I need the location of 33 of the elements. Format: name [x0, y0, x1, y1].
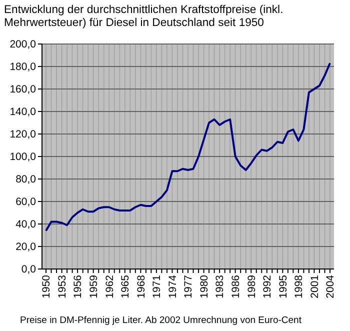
x-tick-label: 1989	[246, 274, 258, 298]
x-tick-label: 1992	[262, 274, 274, 298]
x-tick-label: 1995	[277, 274, 290, 298]
text: Preise in DM-Pfennig je Liter. Ab 2002 Umrechnung von Euro-Cent	[20, 315, 302, 326]
x-tick-label: 1986	[230, 274, 242, 298]
x-tick-label: 1971	[151, 274, 164, 298]
x-tick-label: 1962	[104, 274, 116, 298]
y-tick-label: 20,0	[16, 241, 36, 254]
y-tick-label: 40,0	[16, 218, 36, 231]
chart-title: Entwicklung der durchschnittlichen Kraftstoffpreise (inkl. Mehrwertsteuer) für Diesel in Deutschland seit 1950	[4, 4, 284, 29]
y-tick-label: 200,0	[10, 38, 36, 51]
x-tick-label: 1959	[88, 274, 100, 298]
x-tick-label: 1953	[56, 274, 68, 298]
x-tick-label: 1974	[166, 274, 179, 298]
x-tick-label: 1968	[135, 274, 148, 298]
y-tick-label: 120,0	[10, 128, 36, 141]
y-tick-label: 0,0	[21, 264, 36, 276]
x-tick-label: 1956	[72, 274, 84, 298]
x-tick-label: 2001	[308, 274, 321, 298]
x-tick-label: 1983	[214, 274, 226, 298]
y-tick-label: 100,0	[10, 151, 36, 164]
x-tick-label: 1950	[40, 274, 53, 298]
y-tick-label: 60,0	[16, 196, 36, 208]
x-tick-label: 1980	[198, 274, 210, 298]
x-tick-label: 1977	[182, 274, 195, 298]
y-tick-label: 80,0	[16, 174, 36, 186]
line-series	[45, 62, 331, 232]
x-tick-label: 1998	[293, 274, 306, 298]
x-tick-label: 1965	[120, 274, 132, 298]
x-tick-label: 2004	[324, 274, 337, 298]
y-tick-label: 140,0	[10, 106, 36, 118]
y-tick-label: 160,0	[10, 84, 36, 96]
y-tick-label: 180,0	[10, 61, 36, 74]
